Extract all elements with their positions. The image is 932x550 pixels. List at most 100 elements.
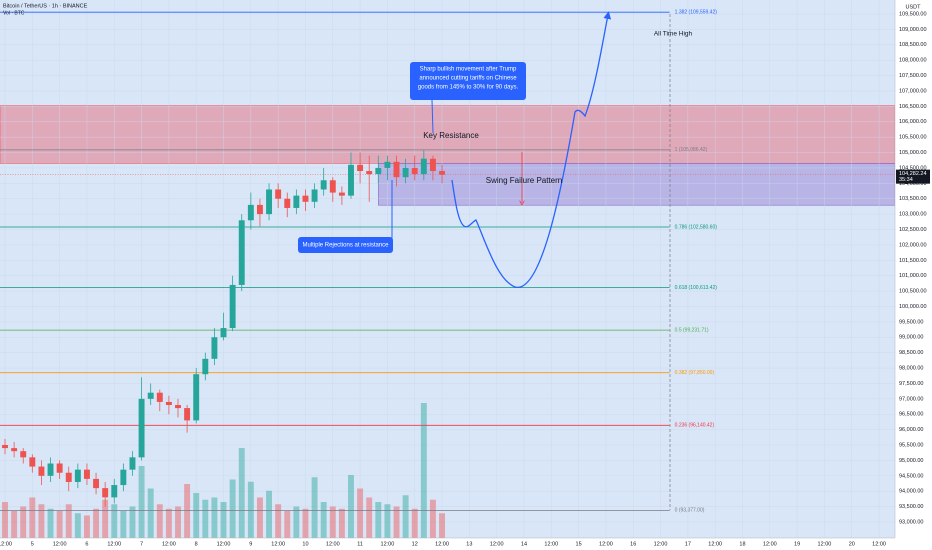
y-tick-label: 108,000.00 (899, 58, 927, 64)
y-tick-label: 102,500.00 (899, 227, 927, 233)
candle-body (211, 337, 218, 359)
candle-body (83, 469, 90, 479)
y-tick-label: 93,500.00 (899, 504, 923, 510)
volume-bar (256, 497, 263, 538)
volume-bar (193, 493, 200, 538)
volume-bar (293, 506, 300, 538)
candle-body (2, 445, 8, 449)
volume-bar (429, 499, 436, 538)
x-tick-label: 14 (521, 541, 527, 547)
candle-body (147, 392, 154, 399)
volume-bar (83, 515, 90, 538)
candle-body (275, 189, 282, 199)
x-tick-label: 9 (249, 541, 252, 547)
x-tick-label: 18 (739, 541, 745, 547)
candle-body (338, 192, 345, 196)
volume-bar (111, 504, 118, 538)
candle-body (429, 158, 436, 172)
price-axis (895, 0, 932, 550)
y-tick-label: 105,000.00 (899, 150, 927, 156)
candle-body (120, 469, 127, 486)
candle-body (11, 448, 18, 452)
callout-box (410, 62, 526, 100)
y-tick-label: 107,000.00 (899, 88, 927, 94)
fib-label: 0.382 (97,850.00) (675, 370, 715, 376)
candle-body (284, 198, 291, 208)
x-tick-label: 12:00 (381, 541, 395, 547)
y-tick-label: 99,500.00 (899, 319, 923, 325)
candle-body (156, 392, 163, 402)
candle-body (102, 488, 109, 498)
volume-bar (47, 508, 54, 538)
candle-body (184, 408, 191, 421)
x-tick-label: 17 (685, 541, 691, 547)
fib-label: 0 (93,377.00) (675, 508, 705, 514)
zone (378, 163, 896, 206)
volume-bar (138, 466, 145, 538)
y-tick-label: 97,000.00 (899, 396, 923, 402)
candle-body (357, 164, 364, 172)
volume-bar (357, 488, 364, 538)
callout-text: goods from 145% to 30% for 90 days. (418, 85, 519, 91)
candle-body (311, 189, 318, 202)
zone-label: Key Resistance (423, 131, 479, 140)
y-tick-label: 96,500.00 (899, 412, 923, 418)
x-tick-label: 12:00 (872, 541, 886, 547)
x-tick-label: 12:00 (544, 541, 558, 547)
volume-bar (411, 508, 418, 538)
volume-bar (220, 502, 227, 538)
volume-bar (211, 497, 218, 538)
candle-body (38, 466, 45, 476)
callout-text: announced cutting tariffs on Chinese (419, 76, 517, 82)
candle-body (266, 189, 273, 215)
zone (0, 105, 896, 164)
candle-body (138, 398, 145, 458)
candle-body (329, 180, 336, 193)
x-tick-label: 12:00 (599, 541, 613, 547)
volume-bar (384, 504, 391, 538)
x-tick-label: 20 (849, 541, 855, 547)
y-tick-label: 102,000.00 (899, 242, 927, 248)
y-tick-label: 107,500.00 (899, 73, 927, 79)
candle-body (366, 171, 373, 175)
volume-bar (156, 504, 163, 538)
y-tick-label: 100,500.00 (899, 289, 927, 295)
x-tick-label: 12 (412, 541, 418, 547)
y-tick-label: 96,000.00 (899, 427, 923, 433)
x-tick-label: 11 (357, 541, 363, 547)
volume-bar (65, 504, 72, 538)
candle-body (29, 457, 36, 467)
y-tick-label: 94,000.00 (899, 489, 923, 495)
x-tick-label: 6 (85, 541, 88, 547)
y-tick-label: 109,000.00 (899, 27, 927, 33)
callout-box (298, 237, 393, 253)
countdown: 35:34 (899, 177, 913, 183)
candle-body (202, 358, 209, 375)
volume-bar (348, 475, 354, 538)
volume-bar (402, 495, 409, 538)
volume-bar (11, 511, 18, 538)
time-axis (0, 538, 932, 550)
chart-title: Bitcoin / TetherUS · 1h · BINANCE (3, 3, 88, 9)
volume-bar (38, 504, 45, 538)
volume-bar (311, 477, 318, 538)
fib-label: 1.382 (109,559.42) (675, 10, 718, 16)
volume-bar (338, 508, 345, 538)
y-tick-label: 100,000.00 (899, 304, 927, 310)
y-tick-label: 106,500.00 (899, 104, 927, 110)
y-tick-label: 95,000.00 (899, 458, 923, 464)
x-tick-label: 5 (31, 541, 34, 547)
volume-bar (275, 504, 282, 538)
y-tick-label: 98,000.00 (899, 366, 923, 372)
y-tick-label: 103,500.00 (899, 196, 927, 202)
candle-body (93, 478, 100, 489)
candle-body (193, 374, 200, 421)
candle-body (384, 161, 391, 168)
candle-body (165, 401, 172, 406)
volume-bar (229, 479, 236, 538)
volume-bar (375, 502, 382, 538)
callout-text: Multiple Rejections at resistance (302, 243, 389, 249)
x-tick-label: 12:00 (0, 541, 12, 547)
volume-bar (284, 511, 291, 538)
x-tick-label: 16 (630, 541, 636, 547)
